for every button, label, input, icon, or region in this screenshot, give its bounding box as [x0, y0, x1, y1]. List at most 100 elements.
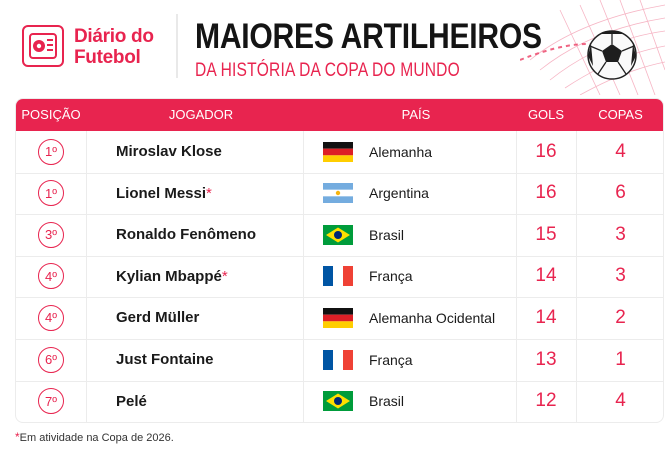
page-title: MAIORES ARTILHEIROS	[195, 17, 542, 56]
page-subtitle: DA HISTÓRIA DA COPA DO MUNDO	[195, 60, 460, 81]
position-value: 4º	[45, 310, 57, 326]
country-name: França	[369, 268, 413, 285]
active-star: *	[221, 267, 228, 285]
player-name-text: Kylian Mbappé	[116, 267, 222, 285]
brand-name-line1: Diário do	[74, 26, 154, 47]
column-divider	[86, 131, 87, 422]
country-name: Brasil	[369, 393, 405, 410]
row-divider	[16, 255, 663, 257]
goals-value: 14	[535, 265, 557, 287]
goals-value: 14	[535, 306, 557, 328]
goals-value: 13	[535, 348, 557, 370]
flag-france-icon	[323, 349, 353, 370]
flag-germany-icon	[323, 307, 353, 328]
header-divider	[176, 14, 178, 78]
player-cell: Miroslav Klose	[116, 131, 301, 172]
column-divider	[576, 131, 577, 422]
footnote-star: *	[15, 430, 20, 444]
goals-value: 16	[535, 182, 557, 204]
column-divider	[516, 131, 517, 422]
flag-brazil-icon	[323, 224, 353, 245]
brand-logo-icon	[22, 25, 64, 67]
cups-value: 4	[615, 390, 626, 412]
cups-cell: 1	[576, 339, 663, 380]
player-name: Just Fontaine	[116, 351, 214, 368]
header-player: JOGADOR	[168, 107, 234, 122]
position-value: 1º	[45, 144, 57, 159]
player-name: Lionel Messi*	[116, 185, 212, 202]
player-cell: Gerd Müller	[116, 297, 301, 338]
player-cell: Pelé	[116, 381, 301, 422]
player-cell: Kylian Mbappé*	[116, 256, 301, 297]
cups-cell: 4	[576, 381, 663, 422]
table-row: 6º Just Fontaine França 13 1	[16, 339, 663, 380]
player-cell: Just Fontaine	[116, 339, 301, 380]
scorers-table: POSIÇÃO JOGADOR PAÍS GOLS COPAS 1º Mirosl…	[15, 98, 664, 423]
player-name-text: Lionel Messi	[116, 184, 207, 202]
brand-name: Diário do Futebol	[74, 26, 164, 68]
country-cell: França	[323, 256, 513, 297]
goals-cell: 12	[516, 381, 576, 422]
brand-name-line2: Futebol	[74, 47, 141, 68]
row-divider	[16, 339, 663, 340]
goals-value: 15	[535, 223, 557, 245]
cups-cell: 3	[576, 214, 663, 255]
country-name: Alemanha	[369, 143, 433, 160]
position-cell: 1º	[16, 173, 86, 214]
flag-germany-icon	[323, 141, 353, 162]
flag-argentina-icon	[323, 183, 353, 204]
player-name: Ronaldo Fenômeno	[116, 226, 256, 243]
country-cell: Argentina	[323, 173, 513, 214]
header: Diário do Futebol MAIORES ARTILHEIROS DA…	[0, 0, 665, 95]
table-header: POSIÇÃO JOGADOR PAÍS GOLS COPAS	[16, 99, 663, 131]
country-cell: Alemanha Ocidental	[323, 297, 513, 338]
player-name-text: Gerd Müller	[116, 309, 200, 327]
table-row: 4º Gerd Müller Alemanha Ocidental 14 2	[16, 297, 663, 338]
header-country: PAÍS	[401, 107, 431, 122]
goals-cell: 13	[516, 339, 576, 380]
position-value: 1º	[45, 185, 57, 201]
row-divider	[16, 172, 663, 174]
header-goals: GOLS	[527, 107, 565, 122]
table-row: 4º Kylian Mbappé* França 14 3	[16, 256, 663, 297]
row-divider	[16, 297, 663, 299]
position-cell: 1º	[16, 131, 86, 172]
header-position: POSIÇÃO	[21, 107, 81, 122]
position-value: 6º	[45, 352, 57, 367]
position-cell: 3º	[16, 214, 86, 255]
goals-cell: 16	[516, 173, 576, 214]
cups-value: 4	[615, 140, 626, 162]
cups-cell: 3	[576, 256, 663, 297]
country-name: Argentina	[369, 185, 429, 202]
country-name: Alemanha Ocidental	[369, 309, 496, 326]
cups-value: 2	[615, 306, 626, 328]
cups-cell: 4	[576, 131, 663, 172]
goal-net-ball-icon	[520, 0, 665, 95]
cups-value: 1	[615, 348, 626, 370]
footnote: *Em atividade na Copa de 2026.	[15, 430, 174, 444]
position-badge: 7º	[38, 388, 64, 415]
cups-cell: 6	[576, 173, 663, 214]
player-name: Miroslav Klose	[116, 143, 222, 160]
cups-value: 3	[615, 223, 626, 245]
country-cell: Alemanha	[323, 131, 513, 172]
country-cell: Brasil	[323, 214, 513, 255]
table-row: 1º Lionel Messi* Argentina 16 6	[16, 173, 663, 214]
position-value: 7º	[45, 393, 57, 409]
player-cell: Ronaldo Fenômeno	[116, 214, 301, 255]
goals-cell: 16	[516, 131, 576, 172]
player-cell: Lionel Messi*	[116, 173, 301, 214]
goals-cell: 14	[516, 256, 576, 297]
header-cups: COPAS	[598, 107, 643, 122]
flag-france-icon	[323, 266, 353, 287]
country-name: Brasil	[369, 226, 405, 243]
table-row: 1º Miroslav Klose Alemanha 16 4	[16, 131, 663, 172]
table-row: 7º Pelé Brasil 12 4	[16, 381, 663, 422]
cups-value: 3	[615, 265, 626, 287]
position-cell: 7º	[16, 381, 86, 422]
goals-value: 12	[535, 390, 557, 412]
position-cell: 4º	[16, 256, 86, 297]
cups-value: 6	[615, 182, 626, 204]
goals-value: 16	[535, 140, 557, 162]
country-cell: França	[323, 339, 513, 380]
